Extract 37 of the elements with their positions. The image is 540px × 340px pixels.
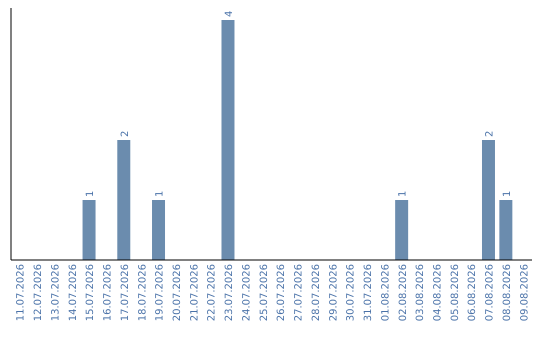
x-tick-label: 18.07.2026 bbox=[137, 264, 148, 322]
x-tick-label: 30.07.2026 bbox=[346, 264, 357, 322]
x-tick-label: 14.07.2026 bbox=[68, 264, 79, 322]
x-tick-label: 24.07.2026 bbox=[241, 264, 252, 322]
x-tick-label: 06.08.2026 bbox=[467, 264, 478, 322]
data-label: 2 bbox=[120, 130, 131, 137]
x-tick-label: 17.07.2026 bbox=[120, 264, 131, 322]
x-tick-label: 21.07.2026 bbox=[189, 264, 200, 322]
x-tick-label: 22.07.2026 bbox=[206, 264, 218, 322]
x-tick-label: 29.07.2026 bbox=[328, 264, 340, 322]
data-label: 1 bbox=[398, 190, 409, 197]
x-tick-label: 20.07.2026 bbox=[172, 264, 183, 322]
data-label: 4 bbox=[224, 10, 235, 17]
x-tick-label: 15.07.2026 bbox=[85, 264, 96, 322]
x-tick-label: 04.08.2026 bbox=[432, 264, 444, 322]
x-tick-label: 08.08.2026 bbox=[502, 264, 513, 322]
x-tick-label: 31.07.2026 bbox=[363, 264, 374, 322]
x-tick-label: 09.08.2026 bbox=[519, 264, 530, 322]
data-label: 1 bbox=[154, 190, 166, 197]
data-label: 1 bbox=[85, 190, 96, 197]
x-tick-label: 05.08.2026 bbox=[450, 264, 461, 322]
x-tick-label: 28.07.2026 bbox=[310, 264, 322, 322]
data-label: 2 bbox=[484, 130, 496, 137]
x-tick-label: 01.08.2026 bbox=[380, 264, 392, 322]
x-tick-label: 03.08.2026 bbox=[415, 264, 426, 322]
x-tick-label: 27.07.2026 bbox=[294, 264, 305, 322]
x-tick-label: 12.07.2026 bbox=[33, 264, 44, 322]
x-tick-label: 16.07.2026 bbox=[102, 264, 114, 322]
x-tick-label: 23.07.2026 bbox=[224, 264, 236, 322]
x-tick-label: 11.07.2026 bbox=[16, 264, 27, 322]
x-tick-label: 02.08.2026 bbox=[398, 264, 409, 322]
x-tick-label: 13.07.2026 bbox=[50, 264, 62, 322]
x-tick-label: 25.07.2026 bbox=[258, 264, 270, 322]
x-tick-label: 19.07.2026 bbox=[154, 264, 166, 322]
x-tick-label: 07.08.2026 bbox=[484, 264, 496, 322]
x-tick-label: 26.07.2026 bbox=[276, 264, 288, 322]
data-label: 1 bbox=[502, 190, 513, 197]
